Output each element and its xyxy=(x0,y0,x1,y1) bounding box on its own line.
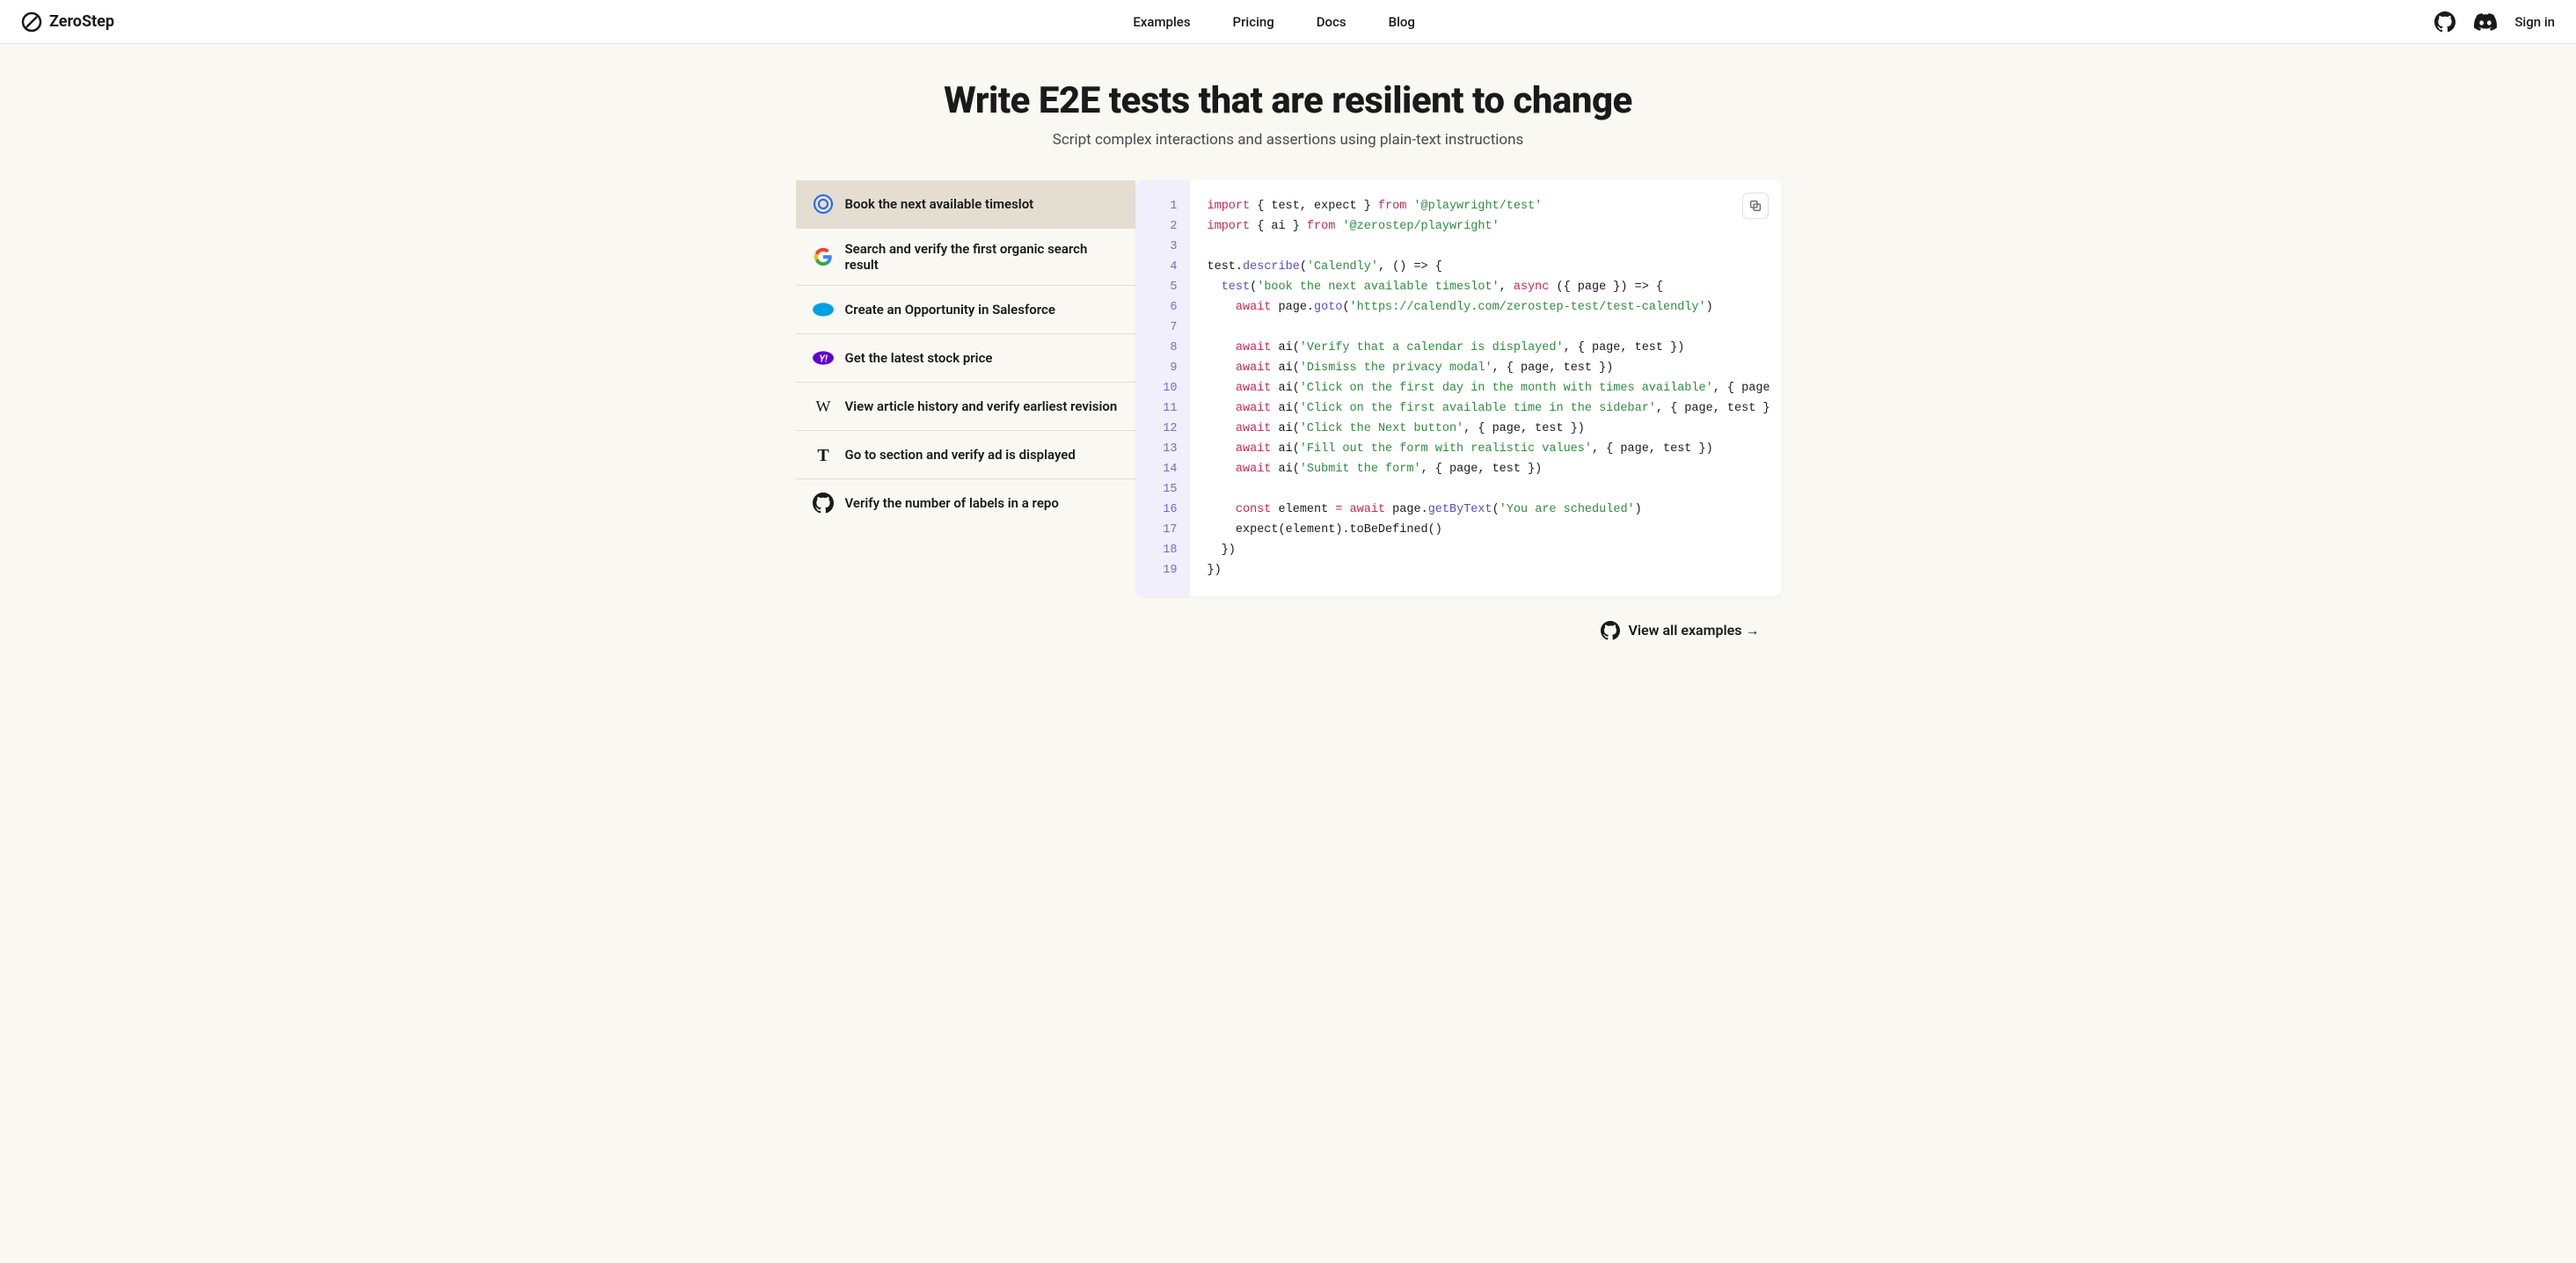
sidebar-item-salesforce[interactable]: Create an Opportunity in Salesforce xyxy=(796,286,1135,334)
sidebar-item-label: Get the latest stock price xyxy=(845,350,993,366)
svg-text:W: W xyxy=(815,398,830,415)
sidebar-item-label: Book the next available timeslot xyxy=(845,196,1034,212)
github-icon xyxy=(812,492,835,515)
github-icon xyxy=(1601,621,1620,640)
header-actions: Sign in xyxy=(2434,11,2555,33)
sidebar-item-label: View article history and verify earliest… xyxy=(845,398,1118,414)
google-icon xyxy=(812,245,835,268)
example-sidebar: Book the next available timeslot Search … xyxy=(796,180,1135,596)
sidebar-item-label: Go to section and verify ad is displayed xyxy=(845,447,1076,463)
sidebar-item-label: Create an Opportunity in Salesforce xyxy=(845,302,1055,318)
nav-blog[interactable]: Blog xyxy=(1389,14,1415,30)
view-all-label: View all examples → xyxy=(1629,622,1760,639)
sidebar-item-nytimes[interactable]: T Go to section and verify ad is display… xyxy=(796,431,1135,479)
sidebar-item-label: Search and verify the first organic sear… xyxy=(845,241,1120,273)
signin-link[interactable]: Sign in xyxy=(2514,14,2555,30)
brand-name: ZeroStep xyxy=(49,12,114,31)
github-icon[interactable] xyxy=(2434,11,2456,33)
view-all-examples-link[interactable]: View all examples → xyxy=(796,621,1781,640)
sidebar-item-wikipedia[interactable]: W View article history and verify earlie… xyxy=(796,383,1135,431)
code-body: import { test, expect } from '@playwrigh… xyxy=(1190,180,1781,596)
main-content: Book the next available timeslot Search … xyxy=(0,180,2576,596)
code-panel: 12345678910111213141516171819 import { t… xyxy=(1135,180,1781,596)
sidebar-item-label: Verify the number of labels in a repo xyxy=(845,495,1059,511)
sidebar-item-yahoo[interactable]: Y! Get the latest stock price xyxy=(796,334,1135,383)
sidebar-item-calendly[interactable]: Book the next available timeslot xyxy=(796,180,1135,229)
zerostep-logo-icon xyxy=(21,11,42,33)
sidebar-item-google[interactable]: Search and verify the first organic sear… xyxy=(796,229,1135,286)
nav-docs[interactable]: Docs xyxy=(1317,14,1346,30)
calendly-icon xyxy=(812,193,835,215)
nytimes-icon: T xyxy=(812,443,835,466)
line-gutter: 12345678910111213141516171819 xyxy=(1135,180,1190,596)
yahoo-icon: Y! xyxy=(812,347,835,369)
main-nav: Examples Pricing Docs Blog xyxy=(1133,14,1415,30)
salesforce-icon xyxy=(812,298,835,321)
svg-text:Y!: Y! xyxy=(819,353,828,364)
brand[interactable]: ZeroStep xyxy=(21,11,114,33)
hero-title: Write E2E tests that are resilient to ch… xyxy=(0,79,2576,122)
discord-icon[interactable] xyxy=(2474,11,2497,33)
svg-text:T: T xyxy=(817,446,829,465)
nav-examples[interactable]: Examples xyxy=(1133,14,1190,30)
copy-button[interactable] xyxy=(1742,193,1769,219)
hero: Write E2E tests that are resilient to ch… xyxy=(0,44,2576,180)
header: ZeroStep Examples Pricing Docs Blog Sign… xyxy=(0,0,2576,44)
hero-subtitle: Script complex interactions and assertio… xyxy=(0,131,2576,149)
nav-pricing[interactable]: Pricing xyxy=(1233,14,1274,30)
wikipedia-icon: W xyxy=(812,395,835,418)
sidebar-item-github[interactable]: Verify the number of labels in a repo xyxy=(796,479,1135,527)
